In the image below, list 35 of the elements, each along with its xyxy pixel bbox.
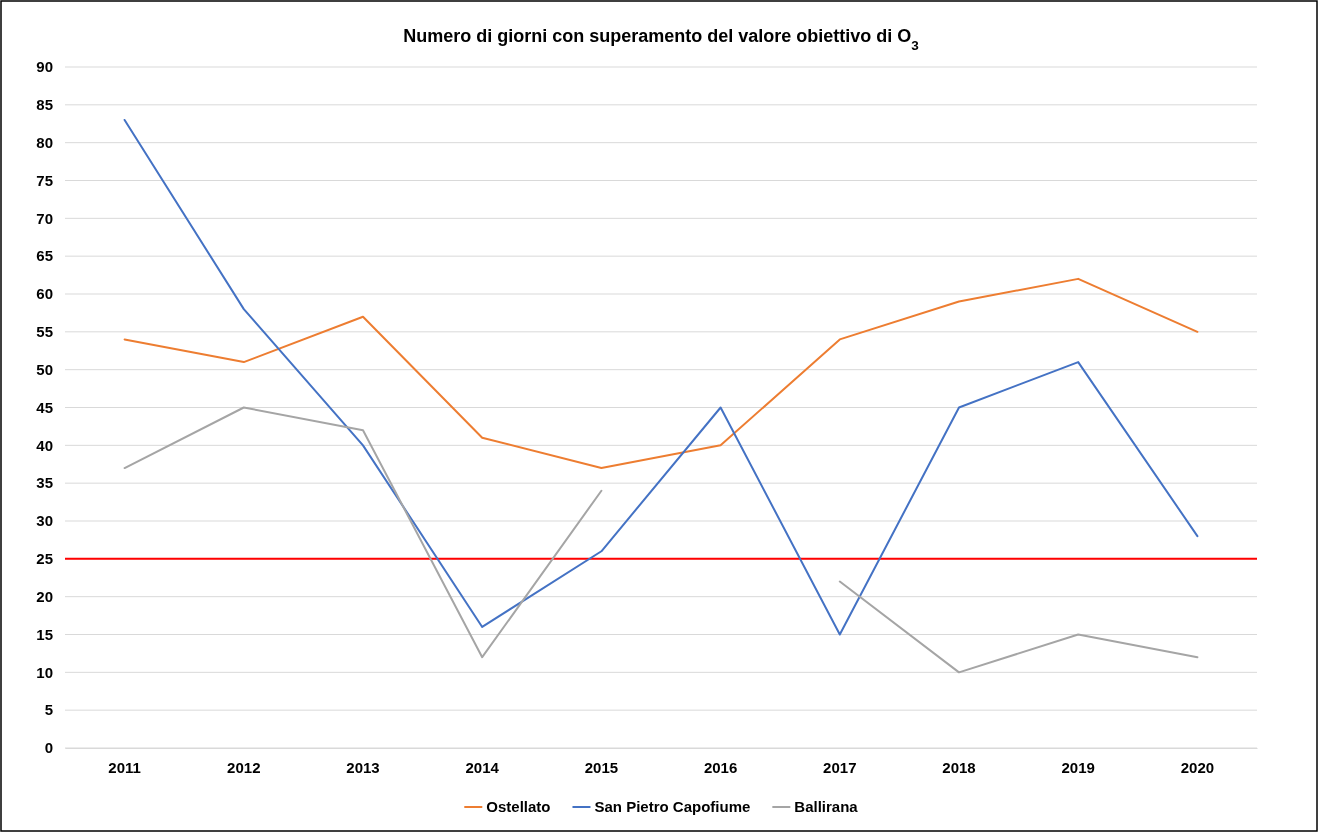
y-tick-label: 60 (36, 285, 53, 303)
y-tick-label: 35 (36, 474, 53, 492)
y-tick-label: 50 (36, 360, 53, 378)
chart-title: Numero di giorni con superamento del valore obiettivo di O$_{3}$ (403, 26, 920, 53)
x-tick-label: 2018 (942, 758, 976, 776)
x-tick-label: 2011 (108, 758, 141, 776)
line-series (123, 277, 1199, 470)
legend-label: San Pietro Capofiume (594, 798, 751, 815)
y-tick-label: 5 (44, 701, 53, 719)
x-tick-label: 2016 (703, 758, 738, 776)
x-tick-label: 2015 (584, 758, 619, 776)
x-tick-label: 2012 (227, 758, 261, 776)
y-tick-label: 85 (36, 96, 53, 114)
y-tick-label: 15 (36, 625, 53, 643)
y-tick-label: 0 (44, 739, 53, 757)
y-tick-label: 30 (36, 512, 53, 530)
legend-label: Ostellato (486, 798, 551, 815)
y-tick-label: 75 (36, 171, 53, 189)
y-tick-label: 70 (36, 209, 53, 227)
line-series (123, 118, 1199, 636)
x-tick-label: 2020 (1180, 758, 1215, 776)
x-tick-label: 2013 (346, 758, 380, 776)
y-tick-label: 25 (36, 550, 53, 568)
y-tick-label: 45 (36, 398, 53, 416)
y-tick-label: 90 (36, 58, 53, 76)
y-tick-label: 10 (36, 663, 53, 681)
y-tick-label: 65 (36, 247, 53, 265)
x-tick-label: 2014 (465, 758, 500, 776)
y-tick-label: 40 (36, 436, 53, 454)
legend-label: Ballirana (794, 798, 859, 815)
y-tick-label: 80 (36, 133, 53, 151)
y-tick-label: 55 (36, 323, 53, 341)
x-tick-label: 2019 (1061, 758, 1095, 776)
x-tick-label: 2017 (823, 758, 857, 776)
y-tick-label: 20 (36, 587, 53, 605)
